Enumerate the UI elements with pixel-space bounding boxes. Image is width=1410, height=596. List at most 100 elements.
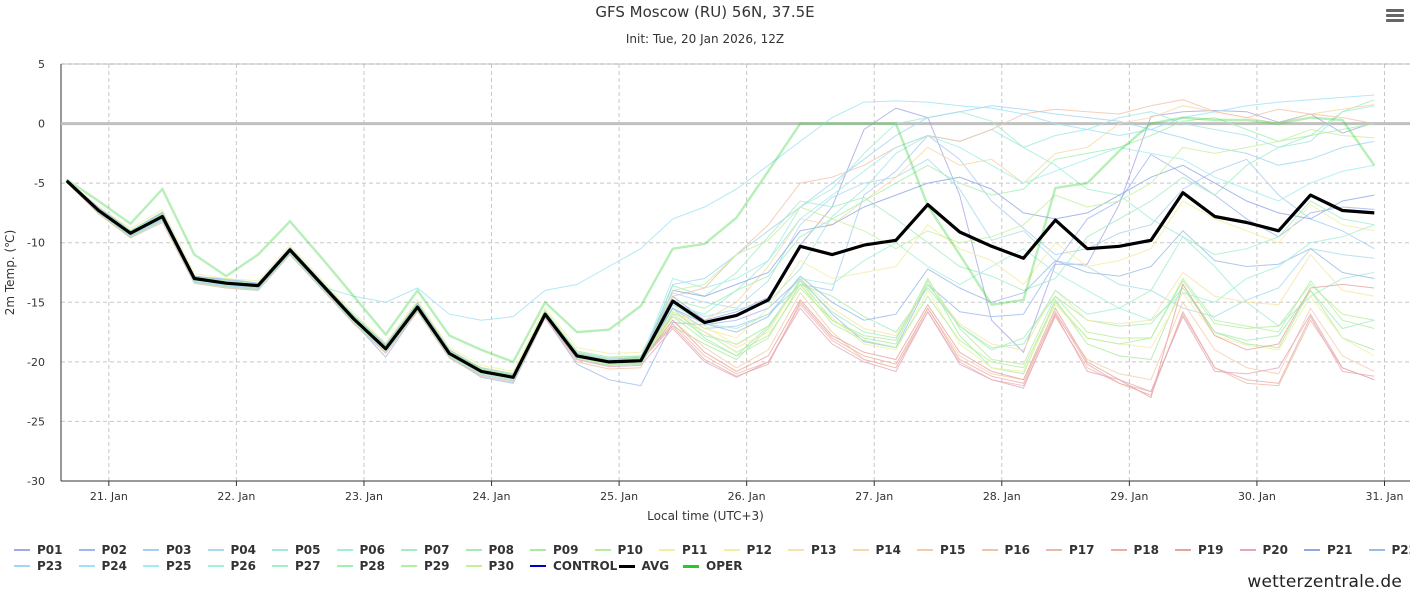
- legend-swatch: [723, 549, 740, 551]
- series-line-p27: [66, 181, 1375, 382]
- chart-plot: 5 0 -5 -10 -15 -20 -25 -30 21. Jan 22. Jan 23. Jan…: [3, 58, 1410, 523]
- x-tick-label: 24. Jan: [473, 490, 511, 503]
- x-tick-label: 28. Jan: [983, 490, 1021, 503]
- series-line-p03: [66, 134, 1375, 378]
- legend-label: OPER: [706, 559, 743, 573]
- y-tick-label: 0: [38, 118, 45, 131]
- x-axis-label: Local time (UTC+3): [647, 509, 764, 523]
- legend-swatch: [530, 565, 546, 567]
- legend-row-2: P23 P24 P25 P26 P27 P28 P29 P30 CONTROL AVG OPER: [14, 559, 1404, 575]
- legend-label: CONTROL: [553, 559, 618, 573]
- legend-item-p07[interactable]: P07: [401, 543, 450, 557]
- legend-item-p16[interactable]: P16: [981, 543, 1031, 557]
- legend-swatch: [272, 565, 288, 567]
- legend-item-p03[interactable]: P03: [143, 543, 192, 557]
- legend-swatch: [336, 565, 353, 567]
- legend-item-p14[interactable]: P14: [852, 543, 901, 557]
- legend-swatch: [207, 549, 224, 551]
- legend-item-p06[interactable]: P06: [336, 543, 386, 557]
- chart-legend: P01 P02 P03 P04 P05 P06 P07 P08 P09 P10 P11 P12 P13 P…: [14, 543, 1410, 575]
- legend-item-p01[interactable]: P01: [14, 543, 63, 557]
- y-tick-label: -15: [27, 296, 45, 309]
- legend-label: P19: [1198, 543, 1224, 557]
- legend-swatch: [788, 549, 804, 551]
- legend-item-p27[interactable]: P27: [272, 559, 321, 573]
- legend-item-p23[interactable]: P23: [14, 559, 63, 573]
- legend-item-p05[interactable]: P05: [272, 543, 321, 557]
- series-line-p28: [66, 117, 1375, 378]
- legend-label: P24: [101, 559, 128, 573]
- legend-swatch: [1304, 549, 1320, 551]
- series-line-oper: [66, 116, 1376, 364]
- legend-swatch: [618, 564, 635, 568]
- legend-label: P07: [424, 543, 450, 557]
- legend-item-p15[interactable]: P15: [917, 543, 966, 557]
- legend-item-p19[interactable]: P19: [1175, 543, 1224, 557]
- legend-swatch: [465, 549, 482, 551]
- y-tick-label: 5: [38, 58, 45, 71]
- legend-swatch: [683, 564, 699, 568]
- legend-item-p17[interactable]: P17: [1046, 543, 1095, 557]
- x-tick-label: 27. Jan: [855, 490, 893, 503]
- legend-label: P16: [1004, 543, 1031, 557]
- legend-label: P25: [166, 559, 192, 573]
- legend-item-p08[interactable]: P08: [465, 543, 515, 557]
- legend-item-p09[interactable]: P09: [530, 543, 579, 557]
- legend-swatch: [143, 565, 159, 567]
- legend-item-p29[interactable]: P29: [401, 559, 450, 573]
- legend-swatch: [917, 549, 933, 551]
- legend-swatch: [78, 549, 95, 551]
- legend-label: P15: [940, 543, 966, 557]
- series-line-p17: [66, 180, 1375, 393]
- legend-item-control[interactable]: CONTROL: [530, 559, 617, 573]
- legend-item-p10[interactable]: P10: [594, 543, 643, 557]
- legend-item-p18[interactable]: P18: [1110, 543, 1159, 557]
- legend-swatch: [14, 549, 30, 551]
- y-axis-label: 2m Temp. (℃): [3, 230, 17, 316]
- legend-swatch: [78, 565, 95, 567]
- legend-item-p12[interactable]: P12: [723, 543, 772, 557]
- x-tick-label: 26. Jan: [728, 490, 766, 503]
- x-tick-label: 31. Jan: [1366, 490, 1404, 503]
- legend-swatch: [465, 565, 482, 567]
- legend-swatch: [143, 549, 159, 551]
- legend-swatch: [207, 565, 224, 567]
- legend-label: P01: [37, 543, 63, 557]
- series-line-avg: [65, 179, 1375, 379]
- x-tick-label: 23. Jan: [345, 490, 383, 503]
- legend-item-p21[interactable]: P21: [1304, 543, 1353, 557]
- legend-item-p13[interactable]: P13: [788, 543, 837, 557]
- legend-item-p02[interactable]: P02: [78, 543, 127, 557]
- legend-label: P29: [424, 559, 450, 573]
- legend-item-p28[interactable]: P28: [336, 559, 386, 573]
- legend-item-p04[interactable]: P04: [207, 543, 256, 557]
- legend-label: P30: [488, 559, 515, 573]
- legend-label: P03: [166, 543, 192, 557]
- legend-item-p26[interactable]: P26: [207, 559, 256, 573]
- legend-swatch: [272, 549, 288, 551]
- legend-swatch: [1110, 549, 1127, 551]
- legend-item-p24[interactable]: P24: [78, 559, 128, 573]
- x-tick-label: 25. Jan: [600, 490, 638, 503]
- legend-item-oper[interactable]: OPER: [683, 559, 742, 573]
- legend-item-p22[interactable]: P22: [1368, 543, 1410, 557]
- legend-swatch: [1175, 549, 1191, 551]
- legend-item-p11[interactable]: P11: [659, 543, 708, 557]
- legend-label: P27: [295, 559, 321, 573]
- legend-label: P21: [1327, 543, 1353, 557]
- hamburger-menu-icon[interactable]: [1386, 7, 1404, 25]
- series-line-p01: [66, 107, 1375, 375]
- legend-label: P06: [359, 543, 386, 557]
- legend-item-p20[interactable]: P20: [1239, 543, 1288, 557]
- legend-item-p25[interactable]: P25: [143, 559, 192, 573]
- series-line-p23: [66, 105, 1375, 378]
- legend-item-avg[interactable]: AVG: [618, 559, 670, 573]
- legend-label: P28: [359, 559, 386, 573]
- series-line-p16: [66, 99, 1375, 383]
- legend-label: AVG: [641, 559, 670, 573]
- legend-label: P13: [811, 543, 837, 557]
- legend-swatch: [1046, 549, 1062, 551]
- legend-label: P08: [488, 543, 515, 557]
- legend-item-p30[interactable]: P30: [465, 559, 515, 573]
- legend-label: P11: [682, 543, 708, 557]
